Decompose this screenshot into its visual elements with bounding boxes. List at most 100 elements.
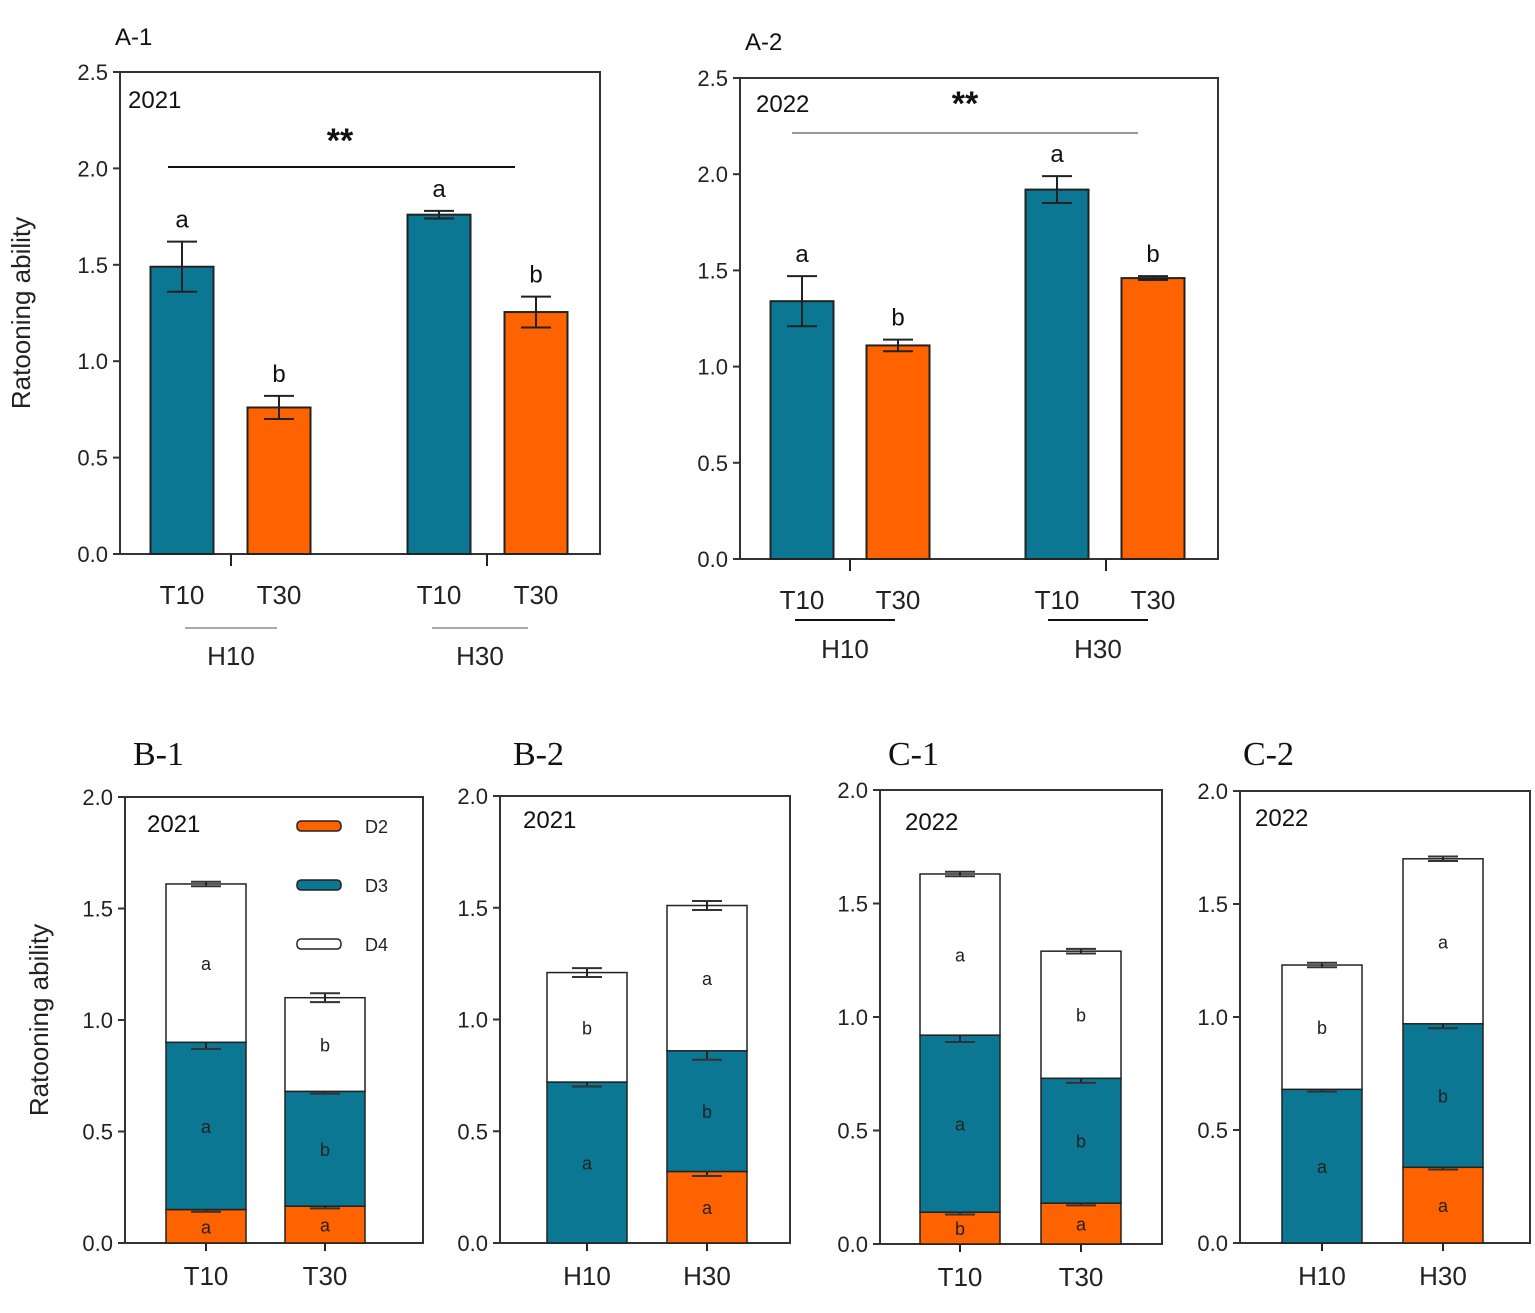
x-category-label: H30	[1419, 1261, 1467, 1291]
stacked-bar-segment-d4	[1040, 950, 1122, 1080]
x-category-label: T10	[1035, 585, 1080, 615]
stacked-bar-segment-d4	[546, 971, 628, 1083]
segment-letter: b	[1438, 1087, 1448, 1107]
group-label: H30	[1074, 634, 1122, 664]
significance-letter: b	[1146, 241, 1159, 268]
stacked-bar-segment-d2	[284, 1205, 366, 1244]
group-label: H10	[821, 634, 869, 664]
x-category-label: T10	[938, 1262, 983, 1292]
significance-stars: **	[952, 85, 979, 123]
significance-letter: a	[1050, 141, 1064, 168]
segment-letter: b	[582, 1018, 592, 1038]
panel-title: A-2	[745, 29, 782, 56]
y-tick-label: 0.0	[837, 1232, 868, 1257]
segment-letter: b	[955, 1219, 965, 1239]
segment-letter: a	[702, 1198, 713, 1218]
bar	[1024, 188, 1090, 560]
segment-letter: a	[955, 1115, 966, 1135]
stacked-bar-segment-d3	[284, 1090, 366, 1207]
x-category-label: T10	[184, 1261, 229, 1291]
segment-letter: b	[1317, 1018, 1327, 1038]
y-tick-label: 1.5	[837, 892, 868, 917]
x-category-label: H30	[683, 1261, 731, 1291]
x-category-label: T30	[876, 585, 921, 615]
y-tick-label: 1.0	[1197, 1005, 1228, 1030]
bar	[503, 311, 569, 556]
x-category-label: H10	[1298, 1261, 1346, 1291]
plot-frame	[739, 77, 1219, 560]
plot-frame	[119, 71, 601, 555]
y-tick-label: 1.0	[77, 349, 108, 374]
stacked-bar-segment-d3	[919, 1034, 1001, 1213]
segment-letter: b	[1076, 1006, 1086, 1026]
segment-letter: b	[1076, 1132, 1086, 1152]
legend-label: D3	[365, 876, 388, 896]
legend-swatch-d2	[296, 820, 342, 832]
segment-letter: b	[320, 1036, 330, 1056]
y-tick-label: 2.0	[77, 156, 108, 181]
stacked-bar-segment-d3	[546, 1081, 628, 1244]
segment-letter: b	[702, 1102, 712, 1122]
segment-letter: a	[201, 954, 212, 974]
x-category-label: T10	[417, 580, 462, 610]
panel-title: B-1	[133, 736, 184, 773]
segment-letter: a	[1076, 1215, 1087, 1235]
significance-letter: a	[175, 207, 189, 234]
y-tick-label: 2.0	[82, 785, 113, 810]
panel-title: C-1	[888, 736, 939, 773]
y-tick-label: 1.0	[837, 1005, 868, 1030]
bar	[406, 213, 472, 555]
significance-letter: a	[795, 241, 809, 268]
y-tick-label: 1.0	[457, 1008, 488, 1033]
x-category-label: T30	[257, 580, 302, 610]
significance-letter: b	[529, 262, 542, 289]
y-tick-label: 2.5	[697, 66, 728, 91]
segment-letter: a	[1438, 1196, 1449, 1216]
year-label: 2021	[147, 811, 200, 838]
significance-letter: b	[891, 305, 904, 332]
legend-swatch-d3	[296, 879, 342, 891]
stacked-bar-segment-d4	[666, 904, 748, 1052]
year-label: 2022	[756, 91, 809, 118]
segment-letter: a	[1317, 1157, 1328, 1177]
stacked-bar-segment-d3	[165, 1041, 247, 1211]
y-tick-label: 0.5	[837, 1119, 868, 1144]
stacked-bar-segment-d4	[284, 996, 366, 1093]
y-tick-label: 2.0	[697, 162, 728, 187]
stacked-bar-segment-d2	[666, 1170, 748, 1244]
y-tick-label: 0.5	[77, 446, 108, 471]
segment-letter: a	[201, 1217, 212, 1237]
y-tick-label: 0.5	[1197, 1118, 1228, 1143]
y-tick-label: 2.0	[1197, 779, 1228, 804]
x-category-label: T30	[1131, 585, 1176, 615]
segment-letter: a	[1438, 932, 1449, 952]
segment-letter: a	[201, 1117, 212, 1137]
y-tick-label: 2.0	[457, 784, 488, 809]
stacked-bar-segment-d3	[666, 1050, 748, 1173]
panel-title: A-1	[115, 24, 152, 51]
x-category-label: T10	[160, 580, 205, 610]
significance-stars: **	[327, 122, 354, 160]
year-label: 2021	[128, 87, 181, 114]
y-tick-label: 0.0	[77, 542, 108, 567]
y-tick-label: 0.5	[697, 451, 728, 476]
y-axis-label: Ratooning ability	[24, 924, 54, 1116]
x-category-label: T30	[303, 1261, 348, 1291]
panel-title: B-2	[513, 736, 564, 773]
stacked-bar-segment-d4	[165, 883, 247, 1044]
bar	[769, 300, 835, 560]
segment-letter: a	[955, 946, 966, 966]
stacked-bar-segment-d2	[165, 1208, 247, 1244]
y-tick-label: 0.0	[457, 1231, 488, 1256]
stacked-bar-segment-d4	[1402, 858, 1484, 1025]
x-category-label: T30	[1059, 1262, 1104, 1292]
y-tick-label: 1.0	[697, 355, 728, 380]
x-category-label: T10	[780, 585, 825, 615]
y-tick-label: 2.0	[837, 778, 868, 803]
x-category-label: H10	[563, 1261, 611, 1291]
bar	[865, 344, 931, 560]
stacked-bar-segment-d3	[1402, 1023, 1484, 1169]
significance-letter: b	[272, 361, 285, 388]
legend-label: D2	[365, 817, 388, 837]
